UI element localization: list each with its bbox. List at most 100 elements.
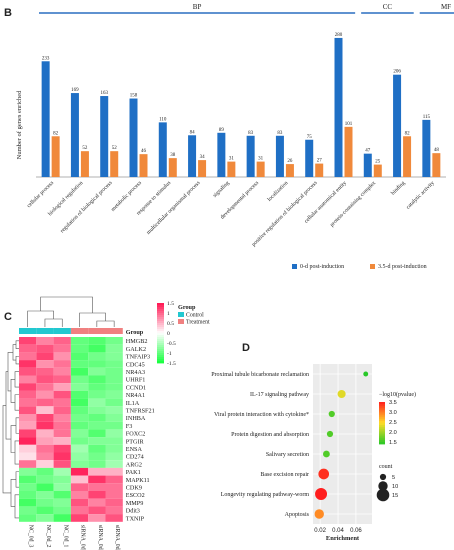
c-heatmap-cell <box>105 491 123 499</box>
d-data-point <box>314 509 324 519</box>
d-colorbar-step <box>379 435 385 439</box>
c-heatmap-cell <box>88 344 106 353</box>
b-bar <box>168 158 177 177</box>
d-y-tick-label: IL-17 signaling pathway <box>250 392 309 398</box>
c-heatmap-cell <box>88 444 106 453</box>
b-bar <box>110 151 119 177</box>
b-group-label: BP <box>193 3 202 11</box>
c-row-dendrogram-link <box>15 417 19 434</box>
c-heatmap-cell <box>53 491 71 499</box>
b-bar <box>305 139 314 177</box>
b-bar-value-label: 27 <box>317 159 323 164</box>
b-bar <box>393 74 402 177</box>
c-colorbar-step <box>157 359 164 362</box>
c-row-dendrogram-link <box>14 494 19 519</box>
c-colorbar-step <box>157 333 164 336</box>
c-legend-swatch <box>178 312 184 317</box>
c-heatmap-cell <box>36 383 54 391</box>
c-heatmap-cell <box>105 483 123 491</box>
c-legend-label: Control <box>186 313 204 319</box>
d-colorbar-step <box>379 408 385 411</box>
d-x-tick-label: 0.02 <box>314 528 326 534</box>
c-heatmap-cell <box>36 398 54 407</box>
b-bar <box>246 135 255 177</box>
c-heatmap-cell <box>70 491 89 499</box>
c-row-label: TNFRSF21 <box>126 408 155 415</box>
d-size-legend-dot <box>378 481 388 491</box>
c-heatmap-cell <box>53 360 71 368</box>
c-column-label: siRNA_0d_3 <box>97 525 103 550</box>
c-column-label: NC_0d_1 <box>62 525 68 548</box>
c-row-dendrogram-link <box>2 405 11 494</box>
c-column-label: siRNA_0d_1 <box>80 525 86 550</box>
c-heatmap-cell <box>88 398 106 407</box>
b-group-label: MF <box>441 3 451 11</box>
c-heatmap-cell <box>36 475 54 484</box>
c-heatmap-cell <box>36 498 54 507</box>
c-heatmap-cell <box>36 467 54 476</box>
c-heatmap-cell <box>70 514 89 522</box>
b-bar-value-label: 83 <box>248 131 254 136</box>
b-bar-value-label: 31 <box>258 157 264 162</box>
c-heatmap-cell <box>70 375 89 384</box>
b-bar <box>70 93 79 177</box>
c-heatmap-cell <box>19 344 37 353</box>
c-colorbar-step <box>157 361 164 364</box>
d-colorbar-step <box>379 416 385 420</box>
b-bar <box>403 136 412 177</box>
c-heatmap-cell <box>105 406 123 414</box>
c-row-label: NR4A3 <box>126 369 145 376</box>
c-column-group-cell <box>19 328 37 334</box>
d-data-point <box>322 450 330 458</box>
d-y-tick-label: Base excision repair <box>260 472 309 478</box>
c-heatmap-cell <box>105 398 123 407</box>
d-color-legend-title: −log10(pvalue) <box>379 391 416 398</box>
c-heatmap-cell <box>88 452 106 461</box>
c-heatmap-cell <box>53 421 71 430</box>
c-heatmap-cell <box>53 398 71 407</box>
c-heatmap-cell <box>53 390 71 399</box>
b-bar <box>139 154 148 177</box>
c-row-label: FOXC2 <box>126 431 146 438</box>
b-bar <box>227 161 236 177</box>
b-bar-value-label: 83 <box>277 131 283 136</box>
c-row-label: Ddit3 <box>126 508 140 515</box>
c-heatmap-cell <box>88 360 106 368</box>
c-heatmap-cell <box>88 460 106 468</box>
d-colorbar-step <box>379 425 385 428</box>
c-heatmap-cell <box>88 352 106 361</box>
c-row-label: F3 <box>126 423 133 430</box>
d-y-tick-label: Apoptosis <box>285 512 310 518</box>
d-colorbar-step <box>379 410 385 413</box>
c-row-label: CDC45 <box>126 361 145 368</box>
c-row-label: PTGIR <box>126 438 145 445</box>
c-heatmap-cell <box>19 421 37 430</box>
b-bar-value-label: 206 <box>393 70 401 75</box>
c-heatmap-cell <box>70 406 89 414</box>
c-heatmap-cell <box>70 344 89 353</box>
c-heatmap-cell <box>36 421 54 430</box>
c-row-label: ESCO2 <box>126 492 145 499</box>
panel-d-dot-plot: D 0.02 0.04 0.06 Proximal tubule bicarbonat… <box>211 342 416 542</box>
b-bar-value-label: 34 <box>200 155 206 160</box>
c-row-dendrogram-link <box>14 440 19 465</box>
c-colorbar-step <box>157 331 164 334</box>
c-heatmap-cell <box>105 337 123 345</box>
c-colorbar-step <box>157 345 164 348</box>
c-row-label: TNFAIP3 <box>126 354 150 361</box>
d-colorbar-step <box>379 412 385 415</box>
d-colorbar-step <box>379 429 385 432</box>
c-heatmap-cell <box>19 375 37 384</box>
b-bar-value-label: 26 <box>287 159 293 164</box>
c-column-group-cell <box>105 328 123 334</box>
c-heatmap-cell <box>53 483 71 491</box>
d-colorbar-step <box>379 431 385 434</box>
b-bar-value-label: 115 <box>423 115 431 120</box>
c-heatmap-cell <box>105 444 123 453</box>
c-heatmap-cell <box>19 352 37 361</box>
d-colorbar-tick: 2.0 <box>389 430 397 436</box>
c-heatmap-cell <box>36 390 54 399</box>
c-heatmap-cell <box>36 437 54 445</box>
c-heatmap-cell <box>36 337 54 345</box>
